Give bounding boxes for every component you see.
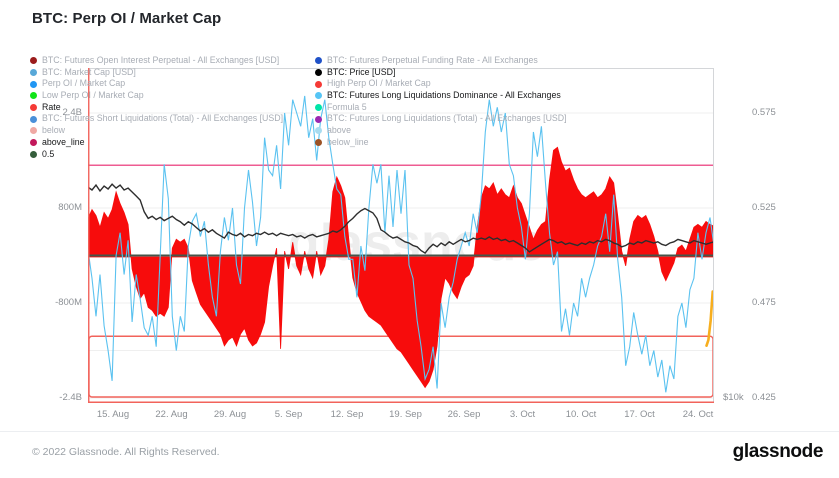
legend-item-left-7[interactable]: above_line — [30, 137, 283, 149]
legend-item-left-2[interactable]: Perp OI / Market Cap — [30, 78, 283, 90]
y-left-tick: -2.4B — [59, 392, 82, 403]
glassnode-logo: glassnode — [732, 441, 824, 462]
legend-item-right-0[interactable]: BTC: Futures Perpetual Funding Rate - Al… — [315, 55, 567, 67]
x-axis-tick: 12. Sep — [330, 409, 364, 420]
legend-label: Formula 5 — [327, 101, 367, 112]
legend-label: BTC: Futures Long Liquidations (Total) -… — [327, 113, 567, 124]
legend-dot-icon — [30, 150, 37, 158]
legend-dot-icon — [30, 57, 37, 65]
x-axis-tick: 17. Oct — [624, 409, 655, 420]
legend-item-right-4[interactable]: Formula 5 — [315, 102, 567, 114]
legend-label: BTC: Futures Open Interest Perpetual - A… — [42, 55, 280, 65]
x-axis-tick: 5. Sep — [274, 409, 303, 420]
legend-label: above_line — [42, 136, 85, 147]
rate-area-series — [88, 146, 714, 389]
x-axis-tick: 10. Oct — [565, 409, 597, 420]
legend-dot-icon — [30, 115, 37, 123]
legend-label: Low Perp OI / Market Cap — [42, 90, 144, 101]
x-axis-tick: 19. Sep — [389, 409, 422, 420]
btc-price-series — [88, 183, 714, 255]
legend-label: Rate — [42, 101, 61, 112]
legend-dot-icon — [30, 127, 37, 135]
y-right-tick: 0.575 — [752, 107, 776, 118]
footer-divider — [0, 431, 839, 432]
legend-dot-icon — [30, 139, 37, 147]
legend-label: 0.5 — [42, 148, 55, 159]
legend-item-left-4[interactable]: Rate — [30, 102, 283, 114]
legend-label: below_line — [327, 136, 369, 147]
x-axis-tick: 22. Aug — [155, 409, 188, 420]
x-axis-tick: 26. Sep — [447, 409, 481, 420]
legend-column-left: BTC: Futures Open Interest Perpetual - A… — [30, 55, 283, 160]
legend-dot-icon — [315, 127, 322, 135]
y-left-tick: 800M — [58, 202, 82, 213]
legend-item-right-3[interactable]: BTC: Futures Long Liquidations Dominance… — [315, 90, 567, 102]
legend-label: BTC: Futures Perpetual Funding Rate - Al… — [327, 55, 538, 65]
legend-label: Perp OI / Market Cap — [42, 78, 126, 89]
legend-label: BTC: Price [USD] — [327, 66, 396, 77]
legend-item-left-8[interactable]: 0.5 — [30, 149, 283, 161]
price-axis-tick: $10k — [723, 392, 744, 403]
x-axis-tick: 15. Aug — [96, 409, 130, 420]
legend-item-left-3[interactable]: Low Perp OI / Market Cap — [30, 90, 283, 102]
y-left-tick: 2.4B — [62, 107, 82, 118]
legend-item-right-5[interactable]: BTC: Futures Long Liquidations (Total) -… — [315, 113, 567, 125]
legend-dot-icon — [30, 104, 37, 112]
legend-dot-icon — [315, 139, 322, 147]
legend-item-right-7[interactable]: below_line — [315, 137, 567, 149]
legend-dot-icon — [30, 69, 37, 77]
legend-item-left-1[interactable]: BTC: Market Cap [USD] — [30, 67, 283, 79]
legend-dot-icon — [315, 69, 322, 77]
legend-item-right-1[interactable]: BTC: Price [USD] — [315, 67, 567, 79]
legend-item-left-5[interactable]: BTC: Futures Short Liquidations (Total) … — [30, 113, 283, 125]
legend-dot-icon — [315, 104, 322, 112]
legend-item-right-6[interactable]: above — [315, 125, 567, 137]
chart-canvas[interactable]: glassnode — [88, 68, 714, 403]
legend-dot-icon — [30, 80, 37, 88]
legend-dot-icon — [30, 92, 37, 100]
legend-item-right-2[interactable]: High Perp OI / Market Cap — [315, 78, 567, 90]
legend-dot-icon — [315, 57, 322, 65]
legend-label: below — [42, 125, 65, 136]
legend-label: High Perp OI / Market Cap — [327, 78, 431, 89]
y-left-tick: -800M — [55, 297, 82, 308]
x-axis-tick: 29. Aug — [213, 409, 247, 420]
legend-item-left-0[interactable]: BTC: Futures Open Interest Perpetual - A… — [30, 55, 283, 67]
formula5-highlight-series — [705, 290, 714, 348]
legend-dot-icon — [315, 92, 322, 100]
legend-label: BTC: Futures Short Liquidations (Total) … — [42, 113, 284, 124]
x-axis-tick: 24. Oct — [682, 409, 714, 420]
copyright-text: © 2022 Glassnode. All Rights Reserved. — [32, 446, 220, 458]
legend-item-left-6[interactable]: below — [30, 125, 283, 137]
legend-label: BTC: Market Cap [USD] — [42, 66, 136, 77]
legend-column-right: BTC: Futures Perpetual Funding Rate - Al… — [315, 55, 567, 149]
chart-plot-area[interactable]: glassnode — [88, 68, 714, 403]
long-liquidations-dominance-series — [88, 95, 714, 393]
y-right-tick: 0.425 — [752, 392, 776, 403]
legend-dot-icon — [315, 115, 322, 123]
y-right-tick: 0.475 — [752, 297, 776, 308]
y-right-tick: 0.525 — [752, 202, 776, 213]
page-title: BTC: Perp OI / Market Cap — [32, 10, 222, 27]
legend-label: above — [327, 125, 351, 136]
x-axis-tick: 3. Oct — [509, 409, 536, 420]
legend-dot-icon — [315, 80, 322, 88]
legend-label: BTC: Futures Long Liquidations Dominance… — [327, 90, 561, 101]
